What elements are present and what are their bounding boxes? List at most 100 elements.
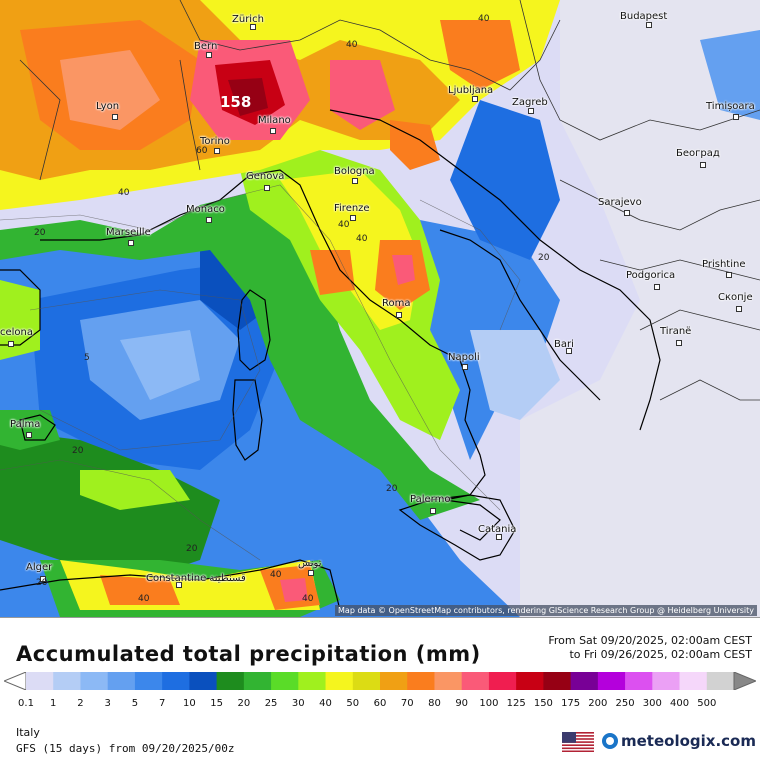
color-scale-tick: 70 <box>400 698 414 709</box>
color-scale-swatch <box>434 672 463 690</box>
contour-label: 40 <box>270 570 282 580</box>
color-scale-tick: 40 <box>319 698 332 709</box>
time-range-to: to Fri 09/26/2025, 02:00am CEST <box>569 648 752 661</box>
city-label-bern: Bern <box>194 41 218 52</box>
color-scale-swatch <box>597 672 626 690</box>
city-marker-bari <box>566 348 572 354</box>
city-label-torino: Torino <box>200 136 230 147</box>
contour-label: 40 <box>338 220 350 230</box>
color-scale-tick: 80 <box>428 698 441 709</box>
city-label-budapest: Budapest <box>620 11 668 22</box>
time-range: From Sat 09/20/2025, 02:00am CEST to Fri… <box>548 634 752 662</box>
color-scale-swatch <box>407 672 435 690</box>
city-marker-alger <box>40 576 46 582</box>
city-label-beograd: Београд <box>676 148 720 159</box>
brand-logo[interactable]: meteologix.com <box>602 732 756 750</box>
city-marker-milano <box>270 128 276 134</box>
city-marker-marseille <box>128 240 134 246</box>
city-marker-podgorica <box>654 284 660 290</box>
color-scale-swatch <box>488 672 517 690</box>
color-scale-swatch <box>543 672 572 690</box>
city-marker-monaco <box>206 217 212 223</box>
city-label-alger: Alger <box>26 562 53 573</box>
color-scale-bar <box>4 672 756 690</box>
contour-label: 40 <box>346 40 358 50</box>
color-scale-tick: 2 <box>77 698 84 709</box>
city-label-pristine: Prishtine <box>702 259 746 270</box>
city-marker-zagreb <box>528 108 534 114</box>
contour-label: 20 <box>386 484 398 494</box>
contour-label: 40 <box>138 594 150 604</box>
city-marker-skopje <box>736 306 742 312</box>
city-marker-zurich <box>250 24 256 30</box>
city-label-palma: Palma <box>10 419 41 430</box>
color-scale-swatch <box>352 672 381 690</box>
precipitation-field <box>0 0 760 617</box>
legend-panel: Accumulated total precipitation (mm) Fro… <box>0 617 760 761</box>
color-scale-swatch <box>461 672 490 690</box>
city-label-palermo: Palermo <box>410 494 451 505</box>
city-label-firenze: Firenze <box>334 203 370 214</box>
color-scale-swatch <box>80 672 109 690</box>
city-label-milano: Milano <box>258 115 291 126</box>
color-scale-tick: 30 <box>291 698 305 709</box>
color-scale-swatch <box>26 672 54 690</box>
brand-name: meteologix.com <box>621 732 756 750</box>
city-label-ljubljana: Ljubljana <box>448 85 494 96</box>
color-scale-swatch <box>625 672 653 690</box>
city-label-timisoara: Timișoara <box>706 101 755 112</box>
color-scale-swatch <box>53 672 81 690</box>
color-scale-swatch <box>706 672 735 690</box>
precipitation-map[interactable]: 158 Zürich Bern Lyon Milano Torino Genova Mona… <box>0 0 760 617</box>
color-scale-swatch <box>380 672 408 690</box>
color-scale-tick: 400 <box>669 698 690 709</box>
contour-label: 40 <box>302 594 314 604</box>
city-label-genova: Genova <box>246 171 285 182</box>
color-scale-swatch <box>652 672 681 690</box>
city-label-constantine: Constantine قسنطينة <box>146 573 246 584</box>
color-scale-swatch <box>134 672 163 690</box>
color-scale-tick: 175 <box>561 698 581 709</box>
city-marker-palma <box>26 432 32 438</box>
city-marker-bern <box>206 52 212 58</box>
legend-title: Accumulated total precipitation (mm) <box>16 642 481 666</box>
city-marker-beograd <box>700 162 706 168</box>
color-scale-swatch <box>189 672 218 690</box>
city-label-skopje: Скопје <box>718 292 753 303</box>
city-marker-catania <box>496 534 502 540</box>
color-scale-swatch <box>243 672 272 690</box>
meteologix-logo-icon <box>602 733 618 749</box>
color-scale-tick: 200 <box>588 698 608 709</box>
city-label-zurich: Zürich <box>232 14 264 25</box>
city-marker-roma <box>396 312 402 318</box>
city-marker-pristine <box>726 272 732 278</box>
contour-label: 20 <box>186 544 198 554</box>
city-marker-palermo <box>430 508 436 514</box>
city-marker-timisoara <box>733 114 739 120</box>
color-scale-swatch <box>679 672 708 690</box>
contour-label: 60 <box>196 146 208 156</box>
us-flag-icon[interactable] <box>562 732 594 752</box>
max-precip-label: 158 <box>220 93 252 111</box>
color-scale-tick: 50 <box>346 698 360 709</box>
region-label: Italy <box>16 726 40 739</box>
color-scale-tick: 15 <box>210 698 223 709</box>
city-marker-torino <box>214 148 220 154</box>
contour-label: 40 <box>118 188 130 198</box>
city-marker-tunis <box>308 570 314 576</box>
city-label-catania: Catania <box>478 524 517 535</box>
contour-label: 20 <box>34 228 46 238</box>
contour-label: 5 <box>84 353 90 363</box>
city-marker-genova <box>264 185 270 191</box>
city-marker-bologna <box>352 178 358 184</box>
city-marker-constantine <box>176 582 182 588</box>
color-scale-swatch <box>325 672 354 690</box>
color-scale-swatch <box>271 672 299 690</box>
city-marker-napoli <box>462 364 468 370</box>
city-marker-sarajevo <box>624 210 630 216</box>
city-label-podgorica: Podgorica <box>626 270 676 281</box>
city-label-tunis: تونس <box>298 558 322 569</box>
color-scale-swatch <box>162 672 190 690</box>
city-label-roma: Roma <box>382 298 411 309</box>
city-label-marseille: Marseille <box>106 227 151 238</box>
